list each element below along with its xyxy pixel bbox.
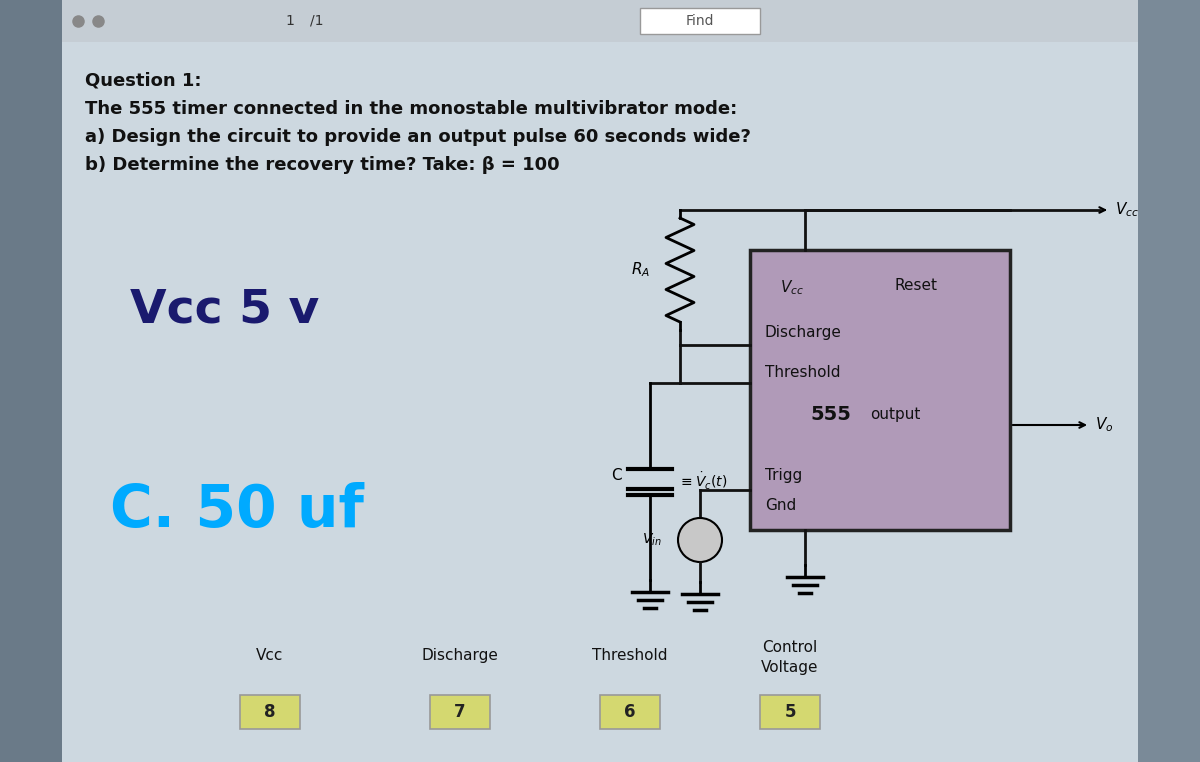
Text: Reset: Reset	[895, 278, 938, 293]
Text: Trigg: Trigg	[766, 468, 803, 483]
Text: 6: 6	[624, 703, 636, 721]
Bar	[240, 695, 300, 729]
Text: Discharge: Discharge	[421, 648, 498, 663]
Text: Vcc 5 v: Vcc 5 v	[130, 287, 319, 332]
Text: Vcc: Vcc	[257, 648, 283, 663]
Bar	[600, 695, 660, 729]
Bar	[750, 250, 1010, 530]
Text: Threshold: Threshold	[593, 648, 667, 663]
Text: 7: 7	[454, 703, 466, 721]
Text: C. 50 uf: C. 50 uf	[110, 482, 364, 539]
Bar	[760, 695, 820, 729]
Text: $\equiv\dot{V}_c(t)$: $\equiv\dot{V}_c(t)$	[678, 470, 727, 491]
Text: Gnd: Gnd	[766, 498, 797, 513]
Text: a) Design the circuit to provide an output pulse 60 seconds wide?: a) Design the circuit to provide an outp…	[85, 128, 751, 146]
Text: $V_{cc}$: $V_{cc}$	[1115, 200, 1139, 219]
Text: $R_A$: $R_A$	[631, 261, 650, 280]
Circle shape	[678, 518, 722, 562]
Text: 5: 5	[785, 703, 796, 721]
Text: 555: 555	[810, 405, 851, 424]
Text: Find: Find	[685, 14, 714, 28]
Text: /1: /1	[310, 14, 324, 28]
Text: $V_{in}$: $V_{in}$	[642, 532, 662, 548]
Text: The 555 timer connected in the monostable multivibrator mode:: The 555 timer connected in the monostabl…	[85, 100, 737, 118]
Text: Discharge: Discharge	[766, 325, 842, 340]
Text: 1: 1	[286, 14, 294, 28]
Bar	[430, 695, 490, 729]
Text: $V_{cc}$: $V_{cc}$	[780, 278, 804, 296]
Text: C: C	[611, 469, 622, 484]
Bar	[640, 8, 760, 34]
Text: Voltage: Voltage	[761, 660, 818, 675]
Text: Question 1:: Question 1:	[85, 72, 202, 90]
Text: output: output	[870, 407, 920, 422]
Text: b) Determine the recovery time? Take: β = 100: b) Determine the recovery time? Take: β …	[85, 156, 559, 174]
Text: 8: 8	[264, 703, 276, 721]
Text: $V_o$: $V_o$	[1096, 415, 1114, 434]
Bar	[62, 42, 1138, 762]
Bar	[1138, 0, 1200, 762]
Bar	[62, 0, 1138, 42]
Text: Control: Control	[762, 640, 817, 655]
Text: Threshold: Threshold	[766, 365, 840, 380]
Bar	[0, 0, 62, 762]
